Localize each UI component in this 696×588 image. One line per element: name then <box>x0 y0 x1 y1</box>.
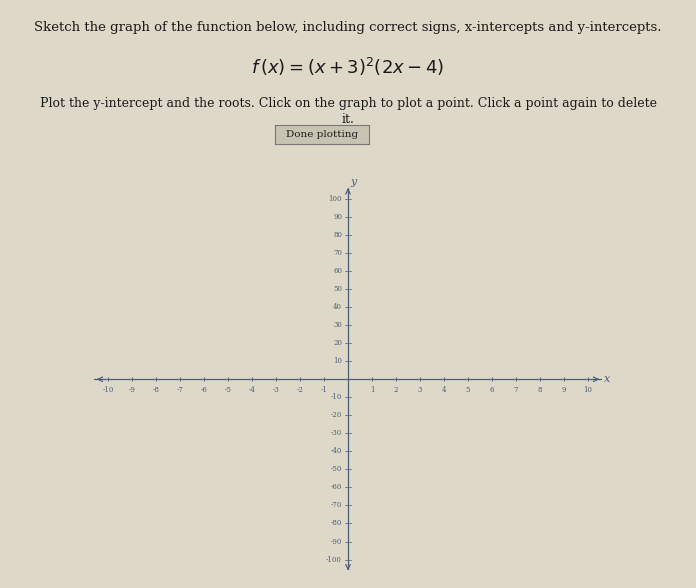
Text: $f\,(x) = (x + 3)^{2}(2x - 4)$: $f\,(x) = (x + 3)^{2}(2x - 4)$ <box>251 56 445 78</box>
Text: -10: -10 <box>102 386 114 394</box>
Text: -6: -6 <box>200 386 207 394</box>
Text: Done plotting: Done plotting <box>286 130 358 139</box>
Text: -90: -90 <box>331 537 342 546</box>
Text: -8: -8 <box>153 386 159 394</box>
Text: Plot the y-intercept and the roots. Click on the graph to plot a point. Click a : Plot the y-intercept and the roots. Clic… <box>40 97 656 110</box>
Text: y: y <box>351 177 357 187</box>
Text: 3: 3 <box>418 386 422 394</box>
Text: 10: 10 <box>333 358 342 365</box>
Text: 90: 90 <box>333 213 342 221</box>
Text: 70: 70 <box>333 249 342 257</box>
Text: 40: 40 <box>333 303 342 311</box>
Text: 80: 80 <box>333 231 342 239</box>
Text: -7: -7 <box>177 386 184 394</box>
Text: 50: 50 <box>333 285 342 293</box>
Text: 30: 30 <box>333 321 342 329</box>
Text: -40: -40 <box>331 447 342 455</box>
Text: 8: 8 <box>537 386 542 394</box>
Text: -1: -1 <box>321 386 328 394</box>
Text: Sketch the graph of the function below, including correct signs, x-intercepts an: Sketch the graph of the function below, … <box>34 21 662 34</box>
Text: 5: 5 <box>466 386 470 394</box>
Text: 20: 20 <box>333 339 342 347</box>
Text: 10: 10 <box>583 386 592 394</box>
Text: 4: 4 <box>442 386 446 394</box>
Text: -4: -4 <box>248 386 255 394</box>
Text: -70: -70 <box>331 502 342 509</box>
Text: -3: -3 <box>273 386 280 394</box>
Text: 1: 1 <box>370 386 374 394</box>
Text: -50: -50 <box>331 465 342 473</box>
Text: it.: it. <box>342 113 354 126</box>
Text: 6: 6 <box>489 386 494 394</box>
Text: x: x <box>604 374 610 385</box>
Text: -5: -5 <box>225 386 232 394</box>
Text: 2: 2 <box>394 386 398 394</box>
Text: -100: -100 <box>326 556 342 563</box>
Text: -20: -20 <box>331 412 342 419</box>
Text: 7: 7 <box>514 386 518 394</box>
Text: 60: 60 <box>333 267 342 275</box>
Text: -2: -2 <box>296 386 303 394</box>
Text: 100: 100 <box>329 195 342 203</box>
Text: 9: 9 <box>562 386 566 394</box>
Text: -60: -60 <box>331 483 342 492</box>
Text: -30: -30 <box>331 429 342 437</box>
Text: -80: -80 <box>331 519 342 527</box>
Text: -10: -10 <box>331 393 342 401</box>
Text: -9: -9 <box>129 386 136 394</box>
